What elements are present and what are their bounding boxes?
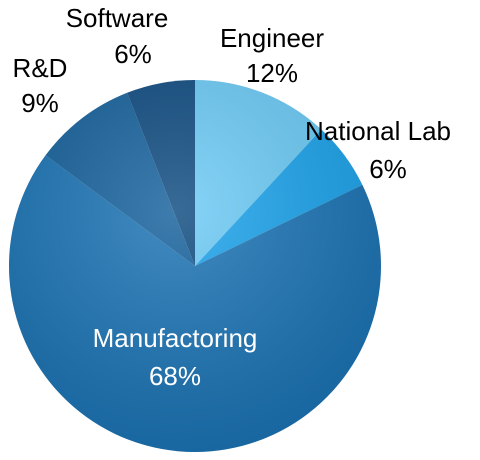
slice-value-label: 6% — [114, 39, 152, 69]
slice-label: R&D — [13, 53, 68, 83]
labels: Engineer 12%National Lab 6% Manufactoring 68… — [13, 3, 451, 391]
slice-label: Engineer — [220, 23, 324, 53]
slice-label: Manufactoring — [93, 323, 258, 353]
slice-value-label: 9% — [21, 88, 59, 118]
slice-label: Software — [66, 3, 169, 33]
slice-label: National Lab — [305, 116, 451, 146]
slice-value-label: 68% — [149, 361, 201, 391]
slice-value-label: 12% — [246, 58, 298, 88]
slice-value-label: 6% — [369, 154, 407, 184]
